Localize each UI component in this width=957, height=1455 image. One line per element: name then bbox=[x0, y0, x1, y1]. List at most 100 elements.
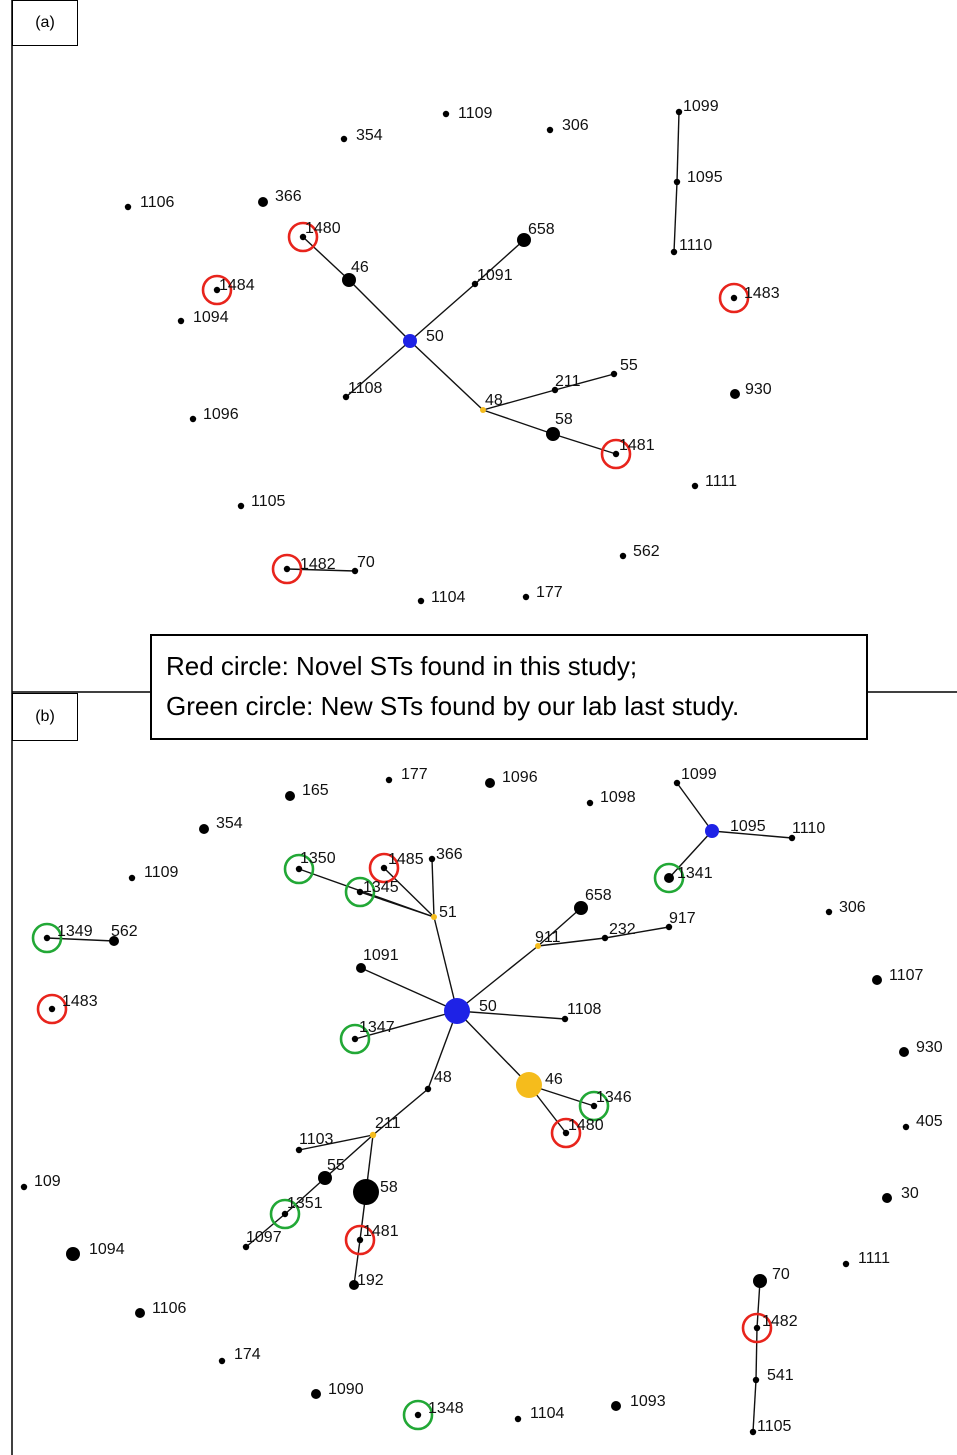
edge-b-70-1482 bbox=[756, 1280, 761, 1329]
edge-b-232-917 bbox=[604, 926, 670, 939]
node-a-1481 bbox=[612, 450, 620, 458]
node-b-50 bbox=[444, 998, 470, 1024]
node-a-1099 bbox=[675, 108, 683, 116]
node-a-70 bbox=[351, 567, 359, 575]
edge-b-1349-562 bbox=[46, 937, 115, 942]
node-b-1345 bbox=[356, 888, 364, 896]
node-label-a-48: 48 bbox=[485, 392, 503, 409]
node-label-a-1111: 1111 bbox=[705, 473, 737, 490]
node-b-366 bbox=[428, 855, 436, 863]
edge-a-50-1091 bbox=[409, 283, 476, 342]
edge-b-1482-541 bbox=[755, 1327, 758, 1381]
node-a-48 bbox=[480, 407, 486, 413]
node-b-1105 bbox=[749, 1428, 757, 1436]
node-label-b-48: 48 bbox=[434, 1069, 452, 1086]
node-a-1106 bbox=[124, 203, 132, 211]
node-a-1111 bbox=[691, 482, 699, 490]
node-label-a-1099: 1099 bbox=[683, 98, 719, 115]
edge-a-211-55 bbox=[554, 373, 615, 391]
node-label-b-1107: 1107 bbox=[889, 967, 924, 984]
node-a-1110 bbox=[670, 248, 678, 256]
node-label-b-177: 177 bbox=[401, 766, 428, 783]
node-label-b-50: 50 bbox=[479, 998, 497, 1015]
node-label-a-930: 930 bbox=[745, 381, 772, 398]
node-b-1090 bbox=[311, 1389, 321, 1399]
node-label-b-1341: 1341 bbox=[677, 865, 713, 882]
node-label-a-211: 211 bbox=[555, 373, 581, 390]
node-label-a-70: 70 bbox=[357, 554, 375, 571]
red-ring-a-1483 bbox=[718, 282, 750, 314]
node-a-177 bbox=[522, 593, 530, 601]
legend-red-text: Red circle: Novel STs found in this stud… bbox=[166, 651, 638, 681]
node-label-b-51: 51 bbox=[439, 904, 457, 921]
node-label-b-1106: 1106 bbox=[152, 1300, 187, 1317]
node-label-a-1095: 1095 bbox=[687, 169, 723, 186]
node-b-58 bbox=[353, 1179, 379, 1205]
node-b-911 bbox=[535, 943, 541, 949]
node-label-b-1345: 1345 bbox=[363, 879, 399, 896]
edge-b-541-1105 bbox=[752, 1379, 757, 1433]
edge-b-1481-192 bbox=[353, 1239, 361, 1286]
node-label-a-562: 562 bbox=[633, 543, 660, 560]
node-label-b-1109: 1109 bbox=[144, 864, 179, 881]
node-label-b-1349: 1349 bbox=[57, 923, 93, 940]
node-b-48 bbox=[424, 1085, 432, 1093]
edge-b-48-211 bbox=[372, 1088, 429, 1136]
node-a-58 bbox=[546, 427, 560, 441]
edge-b-911-232 bbox=[537, 937, 606, 947]
node-label-b-211: 211 bbox=[375, 1115, 401, 1132]
node-a-1484 bbox=[213, 286, 221, 294]
node-label-b-911: 911 bbox=[535, 929, 561, 946]
node-label-a-306: 306 bbox=[562, 117, 589, 134]
nodes-layer bbox=[20, 108, 910, 1436]
node-b-917 bbox=[665, 923, 673, 931]
node-b-174 bbox=[218, 1357, 226, 1365]
node-label-b-917: 917 bbox=[669, 910, 696, 927]
node-label-b-192: 192 bbox=[357, 1272, 384, 1289]
edge-a-50-1108 bbox=[345, 340, 411, 398]
node-label-a-1094: 1094 bbox=[193, 309, 229, 326]
node-label-b-930: 930 bbox=[916, 1039, 943, 1056]
node-label-b-1099: 1099 bbox=[681, 766, 717, 783]
node-b-306 bbox=[825, 908, 833, 916]
node-b-930 bbox=[899, 1047, 909, 1057]
node-label-a-1105: 1105 bbox=[251, 493, 286, 510]
node-label-b-70: 70 bbox=[772, 1266, 790, 1283]
node-label-b-562: 562 bbox=[111, 923, 138, 940]
green-ring-b-1345 bbox=[344, 876, 376, 908]
green-ring-b-1350 bbox=[283, 853, 315, 885]
edge-b-50-911 bbox=[456, 945, 539, 1012]
node-a-658 bbox=[517, 233, 531, 247]
green-ring-b-1346 bbox=[578, 1090, 610, 1122]
node-label-b-1108: 1108 bbox=[567, 1001, 602, 1018]
node-label-b-1104: 1104 bbox=[530, 1405, 565, 1422]
red-ring-b-1485 bbox=[368, 852, 400, 884]
node-b-1347 bbox=[351, 1035, 359, 1043]
node-label-b-174: 174 bbox=[234, 1346, 261, 1363]
rings-layer bbox=[31, 221, 773, 1431]
node-label-a-1480: 1480 bbox=[305, 220, 341, 237]
edge-b-366-51 bbox=[431, 858, 435, 918]
edge-b-1099-1095 bbox=[676, 782, 713, 832]
node-label-b-109: 109 bbox=[34, 1173, 61, 1190]
node-label-b-1105: 1105 bbox=[757, 1418, 792, 1435]
node-b-541 bbox=[752, 1376, 760, 1384]
node-b-1350 bbox=[295, 865, 303, 873]
red-ring-a-1482 bbox=[271, 553, 303, 585]
green-ring-b-1341 bbox=[653, 862, 685, 894]
node-label-b-1111: 1111 bbox=[858, 1250, 890, 1267]
node-b-1096 bbox=[485, 778, 495, 788]
node-label-b-1347: 1347 bbox=[359, 1019, 395, 1036]
node-label-b-1096: 1096 bbox=[502, 769, 538, 786]
edge-a-58-1481 bbox=[552, 433, 617, 455]
node-a-306 bbox=[546, 126, 554, 134]
node-label-b-55: 55 bbox=[327, 1157, 345, 1174]
node-b-1349 bbox=[43, 934, 51, 942]
node-b-1108 bbox=[561, 1015, 569, 1023]
edge-b-51-50 bbox=[433, 916, 458, 1012]
red-ring-a-1480 bbox=[287, 221, 319, 253]
edge-b-211-1103 bbox=[298, 1134, 374, 1151]
node-label-b-1480: 1480 bbox=[568, 1117, 604, 1134]
edge-a-50-48 bbox=[409, 340, 484, 411]
node-b-1094 bbox=[66, 1247, 80, 1261]
